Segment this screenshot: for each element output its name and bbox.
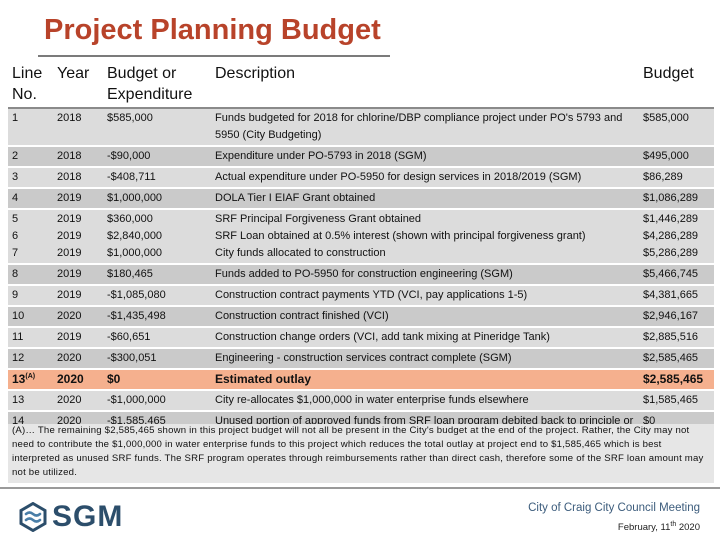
cell-description: Construction contract payments YTD (VCI,…: [211, 285, 639, 307]
cell-balance: $2,885,516: [639, 327, 714, 349]
cell-amount: -$1,085,080: [103, 285, 211, 307]
footer-divider: [0, 487, 720, 489]
logo-text: SGM: [52, 500, 124, 533]
table-row: 12 2020 -$300,051 Engineering - construc…: [8, 348, 714, 370]
page-title: Project Planning Budget: [44, 14, 381, 46]
cell-description: Funds added to PO-5950 for construction …: [211, 264, 639, 286]
table-row: 11 2019 -$60,651 Construction change ord…: [8, 327, 714, 349]
cell-balance: $86,289: [639, 167, 714, 189]
cell-year: 2020: [53, 306, 103, 328]
cell-year: 2020: [53, 369, 103, 391]
cell-year: 2019 2019 2019: [53, 209, 103, 265]
table-row-highlighted: 13(A) 2020 $0 Estimated outlay $2,585,46…: [8, 369, 714, 391]
cell-line: 10: [8, 306, 53, 328]
cell-line: 2: [8, 146, 53, 168]
sgm-logo-icon: [19, 502, 47, 532]
column-header-description: Description: [211, 61, 639, 109]
footnote-marker: (A): [25, 373, 36, 380]
cell-line: 9: [8, 285, 53, 307]
table-row: 8 2019 $180,465 Funds added to PO-5950 f…: [8, 264, 714, 286]
cell-year: 2018: [53, 146, 103, 168]
cell-year: 2020: [53, 348, 103, 370]
table-row: 4 2019 $1,000,000 DOLA Tier I EIAF Grant…: [8, 188, 714, 210]
cell-line: 13: [8, 390, 53, 412]
cell-amount: -$60,651: [103, 327, 211, 349]
column-header-budget: Budget or Expenditure: [103, 61, 211, 109]
cell-line: 12: [8, 348, 53, 370]
cell-balance: $495,000: [639, 146, 714, 168]
cell-line: 13(A): [8, 369, 53, 391]
cell-balance: $1,086,289: [639, 188, 714, 210]
cell-description: SRF Principal Forgiveness Grant obtained…: [211, 209, 639, 265]
cell-amount: $0: [103, 369, 211, 391]
cell-amount: $360,000 $2,840,000 $1,000,000: [103, 209, 211, 265]
cell-description: Funds budgeted for 2018 for chlorine/DBP…: [211, 108, 639, 147]
cell-description: City re-allocates $1,000,000 in water en…: [211, 390, 639, 412]
cell-balance: $2,585,465: [639, 369, 714, 391]
cell-amount: -$1,435,498: [103, 306, 211, 328]
cell-balance: $585,000: [639, 108, 714, 147]
cell-line: 11: [8, 327, 53, 349]
cell-year: 2018: [53, 167, 103, 189]
cell-year: 2019: [53, 188, 103, 210]
cell-year: 2019: [53, 327, 103, 349]
cell-line: 3: [8, 167, 53, 189]
cell-description: Engineering - construction services cont…: [211, 348, 639, 370]
budget-table: Line No. Year Budget or Expenditure Desc…: [8, 61, 714, 450]
table-header-row: Line No. Year Budget or Expenditure Desc…: [8, 61, 714, 109]
column-header-balance: Budget: [639, 61, 714, 109]
column-header-line: Line No.: [8, 61, 53, 109]
cell-line: 4: [8, 188, 53, 210]
cell-line: 8: [8, 264, 53, 286]
column-header-year: Year: [53, 61, 103, 109]
cell-balance: $4,381,665: [639, 285, 714, 307]
title-underline: [38, 55, 390, 57]
cell-amount: -$1,000,000: [103, 390, 211, 412]
cell-description: Actual expenditure under PO-5950 for des…: [211, 167, 639, 189]
cell-amount: $180,465: [103, 264, 211, 286]
cell-amount: -$300,051: [103, 348, 211, 370]
cell-description: Construction change orders (VCI, add tan…: [211, 327, 639, 349]
cell-description: DOLA Tier I EIAF Grant obtained: [211, 188, 639, 210]
footnote: (A)… The remaining $2,585,465 shown in t…: [8, 424, 714, 483]
cell-balance: $5,466,745: [639, 264, 714, 286]
cell-description: Construction contract finished (VCI): [211, 306, 639, 328]
cell-balance: $1,446,289 $4,286,289 $5,286,289: [639, 209, 714, 265]
cell-balance: $1,585,465: [639, 390, 714, 412]
cell-balance: $2,585,465: [639, 348, 714, 370]
cell-amount: $1,000,000: [103, 188, 211, 210]
cell-year: 2018: [53, 108, 103, 147]
table-row: 5 6 7 2019 2019 2019 $360,000 $2,840,000…: [8, 209, 714, 265]
cell-year: 2020: [53, 390, 103, 412]
sgm-logo: SGM: [18, 500, 123, 534]
cell-year: 2019: [53, 285, 103, 307]
cell-amount: -$90,000: [103, 146, 211, 168]
cell-balance: $2,946,167: [639, 306, 714, 328]
table-row: 10 2020 -$1,435,498 Construction contrac…: [8, 306, 714, 328]
table-row: 3 2018 -$408,711 Actual expenditure unde…: [8, 167, 714, 189]
table-row: 13 2020 -$1,000,000 City re-allocates $1…: [8, 390, 714, 412]
cell-year: 2019: [53, 264, 103, 286]
cell-amount: $585,000: [103, 108, 211, 147]
meeting-title: City of Craig City Council Meeting: [528, 502, 700, 514]
cell-description: Expenditure under PO-5793 in 2018 (SGM): [211, 146, 639, 168]
cell-description: Estimated outlay: [211, 369, 639, 391]
cell-line: 1: [8, 108, 53, 147]
cell-line: 5 6 7: [8, 209, 53, 265]
meeting-date: February, 11th 2020: [617, 520, 700, 533]
table-row: 2 2018 -$90,000 Expenditure under PO-579…: [8, 146, 714, 168]
cell-amount: -$408,711: [103, 167, 211, 189]
table-row: 1 2018 $585,000 Funds budgeted for 2018 …: [8, 108, 714, 147]
table-row: 9 2019 -$1,085,080 Construction contract…: [8, 285, 714, 307]
